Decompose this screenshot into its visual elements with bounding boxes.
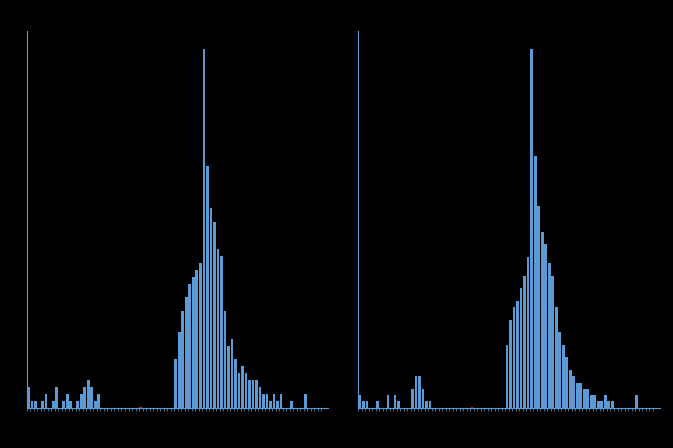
Bar [586, 389, 589, 408]
Bar [90, 387, 93, 408]
Bar [28, 387, 30, 408]
Bar [55, 387, 58, 408]
Bar [387, 395, 390, 408]
Bar [562, 345, 565, 408]
Bar [411, 389, 414, 408]
Bar [362, 401, 365, 408]
Bar [203, 49, 205, 408]
Bar [231, 339, 233, 408]
Bar [87, 380, 90, 408]
Bar [600, 401, 603, 408]
Bar [227, 346, 229, 408]
Bar [248, 380, 250, 408]
Bar [604, 395, 606, 408]
Bar [569, 370, 571, 408]
Bar [178, 332, 180, 408]
Bar [527, 257, 530, 408]
Bar [220, 256, 223, 408]
Bar [188, 284, 191, 408]
Bar [206, 167, 209, 408]
Bar [273, 394, 275, 408]
Bar [238, 373, 240, 408]
Bar [506, 345, 509, 408]
Bar [199, 263, 202, 408]
Bar [537, 207, 540, 408]
Bar [262, 394, 264, 408]
Bar [429, 401, 431, 408]
Bar [583, 389, 586, 408]
Bar [397, 401, 400, 408]
Bar [66, 394, 69, 408]
Bar [520, 288, 522, 408]
Bar [579, 383, 582, 408]
Bar [635, 395, 638, 408]
Bar [359, 395, 361, 408]
Bar [52, 401, 55, 408]
Bar [234, 359, 237, 408]
Bar [77, 401, 79, 408]
Bar [266, 394, 268, 408]
Bar [597, 401, 600, 408]
Bar [244, 373, 247, 408]
Bar [31, 401, 34, 408]
Bar [376, 401, 379, 408]
Bar [63, 401, 65, 408]
Bar [548, 263, 551, 408]
Bar [415, 376, 417, 408]
Bar [252, 380, 254, 408]
Bar [524, 276, 526, 408]
Bar [83, 387, 86, 408]
Bar [608, 401, 610, 408]
Bar [290, 401, 293, 408]
Bar [541, 232, 544, 408]
Bar [223, 311, 226, 408]
Bar [269, 401, 272, 408]
Bar [565, 358, 568, 408]
Bar [425, 401, 428, 408]
Bar [530, 49, 533, 408]
Bar [559, 332, 561, 408]
Bar [590, 395, 592, 408]
Bar [513, 307, 516, 408]
Bar [41, 401, 44, 408]
Bar [509, 320, 512, 408]
Bar [185, 297, 188, 408]
Bar [258, 387, 261, 408]
Bar [611, 401, 614, 408]
Bar [195, 270, 198, 408]
Bar [555, 307, 557, 408]
Bar [422, 389, 425, 408]
Bar [192, 277, 194, 408]
Bar [182, 311, 184, 408]
Bar [394, 395, 396, 408]
Bar [419, 376, 421, 408]
Bar [174, 359, 177, 408]
Bar [594, 395, 596, 408]
Bar [534, 156, 536, 408]
Bar [80, 394, 83, 408]
Bar [279, 394, 282, 408]
Bar [551, 276, 554, 408]
Bar [217, 249, 219, 408]
Bar [516, 301, 519, 408]
Bar [255, 380, 258, 408]
Bar [34, 401, 37, 408]
Bar [304, 394, 307, 408]
Bar [544, 244, 547, 408]
Bar [276, 401, 279, 408]
Bar [241, 366, 244, 408]
Bar [98, 394, 100, 408]
Bar [365, 401, 368, 408]
Bar [94, 401, 96, 408]
Bar [45, 394, 48, 408]
Bar [69, 401, 72, 408]
Bar [209, 208, 212, 408]
Bar [213, 222, 215, 408]
Bar [576, 383, 579, 408]
Bar [573, 376, 575, 408]
